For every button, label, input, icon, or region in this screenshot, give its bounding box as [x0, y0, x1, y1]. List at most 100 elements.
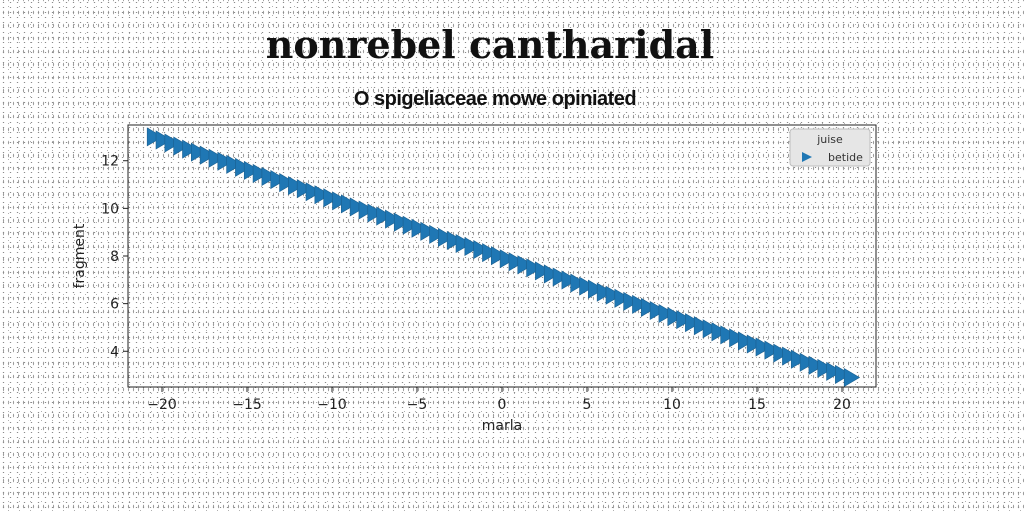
data-point	[464, 237, 481, 257]
data-point	[526, 258, 543, 278]
data-point	[217, 151, 234, 171]
data-point	[146, 127, 164, 147]
data-point	[393, 212, 411, 232]
x-tick-label: −10	[317, 397, 347, 413]
data-point	[305, 182, 322, 202]
data-point	[226, 154, 243, 174]
y-axis: 4 6 8 10 12	[101, 154, 128, 360]
data-point	[270, 170, 287, 190]
data-point	[808, 355, 825, 375]
data-point	[279, 173, 296, 193]
data-point	[570, 273, 587, 293]
data-point	[835, 364, 852, 384]
data-point	[402, 215, 419, 235]
data-point	[296, 179, 314, 199]
data-point	[773, 343, 790, 363]
data-point	[711, 322, 728, 342]
data-point	[429, 224, 446, 244]
data-point	[208, 148, 225, 168]
data-point	[155, 130, 172, 150]
data-point	[738, 331, 755, 351]
data-point	[446, 230, 464, 250]
data-point	[790, 349, 808, 369]
legend-marker-icon	[802, 152, 812, 162]
data-point	[164, 133, 181, 153]
data-point	[438, 227, 455, 247]
y-tick-label: 12	[101, 154, 119, 170]
data-point	[720, 325, 737, 345]
data-point	[499, 249, 517, 269]
data-point	[349, 197, 367, 217]
data-point	[588, 279, 605, 299]
data-point	[632, 294, 649, 314]
data-point	[182, 139, 199, 159]
data-point	[314, 185, 331, 205]
data-point	[640, 297, 658, 317]
x-tick-label: 20	[833, 397, 851, 413]
data-point	[623, 291, 640, 311]
page-title: nonrebel cantharidal	[265, 22, 715, 67]
data-point	[482, 243, 499, 263]
data-point	[473, 240, 490, 260]
data-point	[685, 313, 702, 333]
data-point	[605, 285, 622, 305]
data-point	[596, 282, 614, 302]
data-point	[676, 310, 693, 330]
data-point	[579, 276, 596, 296]
data-point	[782, 346, 799, 366]
data-point	[614, 288, 631, 308]
data-point	[252, 163, 269, 183]
y-tick-label: 8	[110, 249, 119, 265]
data-point	[261, 166, 278, 187]
data-point	[323, 188, 340, 208]
data-point	[235, 157, 252, 177]
legend: juise betide	[789, 128, 871, 167]
x-tick-label: −5	[407, 397, 428, 413]
x-tick-label: 10	[663, 397, 681, 413]
data-point	[199, 145, 217, 165]
data-point	[411, 218, 428, 238]
data-point	[764, 340, 781, 360]
data-point	[658, 304, 675, 324]
data-point	[358, 200, 375, 220]
data-point	[517, 255, 534, 275]
data-point	[455, 233, 472, 254]
data-point	[667, 307, 684, 327]
x-tick-label: −20	[147, 397, 177, 413]
data-point	[535, 261, 552, 281]
data-point	[826, 361, 843, 381]
chart-subtitle: O spigeliaceae mowe opiniated	[353, 88, 637, 110]
data-point	[552, 267, 569, 287]
y-axis-label: fragment	[72, 223, 88, 288]
legend-title: juise	[816, 133, 843, 146]
x-axis-label: marla	[482, 418, 522, 434]
data-point	[341, 194, 358, 214]
data-point	[173, 136, 190, 156]
data-point	[543, 264, 561, 284]
data-point	[843, 367, 861, 387]
data-point	[385, 209, 402, 229]
data-point	[702, 319, 719, 339]
data-point	[729, 328, 746, 348]
x-tick-label: 5	[583, 397, 592, 413]
data-point	[649, 300, 666, 321]
data-point	[508, 252, 525, 272]
y-tick-label: 4	[110, 344, 119, 360]
data-point	[367, 203, 384, 223]
data-point	[693, 316, 711, 336]
data-point	[376, 206, 393, 226]
data-point	[799, 352, 816, 372]
data-point	[561, 270, 578, 290]
data-point	[288, 176, 305, 196]
x-tick-label: 15	[748, 397, 766, 413]
data-point	[755, 337, 772, 357]
data-point	[243, 160, 261, 180]
data-point	[332, 191, 349, 211]
x-tick-label: −15	[232, 397, 262, 413]
data-point	[490, 246, 508, 266]
data-marks	[146, 127, 861, 387]
data-point	[817, 358, 834, 378]
x-tick-label: 0	[498, 397, 507, 413]
data-point	[420, 221, 437, 241]
